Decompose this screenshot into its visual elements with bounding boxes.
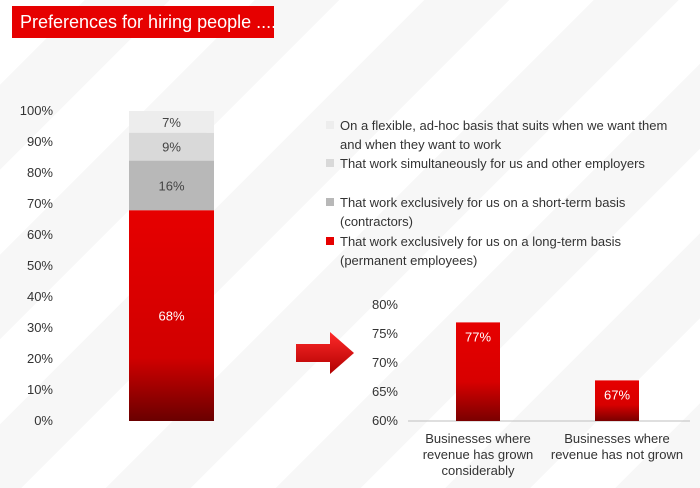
comparison-bar-chart: 60%65%70%75%80%77%Businesses whererevenu…	[372, 297, 690, 478]
y-tick-label: 70%	[372, 355, 398, 370]
y-tick-label: 10%	[27, 382, 53, 397]
x-category-label: revenue has not grown	[551, 447, 683, 462]
x-category-label: considerably	[442, 463, 515, 478]
comparison-bar	[595, 380, 639, 421]
bar-value-label: 77%	[465, 329, 491, 344]
y-tick-label: 70%	[27, 196, 53, 211]
stacked-bar-segment	[129, 132, 214, 161]
y-tick-label: 80%	[27, 165, 53, 180]
segment-value-label: 68%	[158, 309, 184, 324]
legend-swatch	[326, 121, 334, 129]
stacked-bar-chart: 0% 10% 20% 30% 40% 50% 60% 70% 80% 90% 100% 68% 16% 9…	[20, 103, 214, 428]
legend-item-permanent: That work exclusively for us on a long-t…	[326, 232, 686, 270]
y-tick-label: 60%	[27, 227, 53, 242]
title-banner: Preferences for hiring people ....	[12, 6, 277, 38]
y-tick-label: 20%	[27, 351, 53, 366]
legend-label: That work simultaneously for us and othe…	[340, 156, 645, 171]
legend-item-flexible: On a flexible, ad-hoc basis that suits w…	[326, 116, 686, 154]
legend-item-simultaneous: That work simultaneously for us and othe…	[326, 154, 686, 173]
right-arrow-icon	[296, 332, 354, 374]
segment-value-label: 7%	[162, 115, 181, 130]
legend-swatch	[326, 159, 334, 167]
legend-label: That work exclusively for us on a long-t…	[340, 234, 622, 268]
comparison-bar	[456, 322, 500, 421]
y-tick-label: 60%	[372, 413, 398, 428]
stacked-bar-segment	[129, 210, 214, 421]
y-tick-label: 50%	[27, 258, 53, 273]
stacked-bar-segment	[129, 160, 214, 211]
segment-value-label: 16%	[158, 178, 184, 193]
y-tick-label: 30%	[27, 320, 53, 335]
stacked-bar-segment	[129, 111, 214, 133]
segment-value-label: 9%	[162, 140, 181, 155]
legend-label: That work exclusively for us on a short-…	[340, 195, 626, 229]
legend-item-contractors: That work exclusively for us on a short-…	[326, 193, 686, 231]
x-category-label: Businesses where	[564, 431, 670, 446]
y-tick-label: 65%	[372, 384, 398, 399]
y-tick-label: 80%	[372, 297, 398, 312]
chart-title: Preferences for hiring people ....	[20, 11, 277, 32]
x-category-label: revenue has grown	[423, 447, 534, 462]
legend-label: On a flexible, ad-hoc basis that suits w…	[340, 118, 668, 152]
legend-swatch	[326, 237, 334, 245]
y-tick-label: 90%	[27, 134, 53, 149]
bar-value-label: 67%	[604, 387, 630, 402]
y-tick-label: 100%	[20, 103, 54, 118]
y-tick-label: 40%	[27, 289, 53, 304]
y-tick-label: 0%	[34, 413, 53, 428]
legend-swatch	[326, 198, 334, 206]
x-category-label: Businesses where	[425, 431, 531, 446]
y-tick-label: 75%	[372, 326, 398, 341]
